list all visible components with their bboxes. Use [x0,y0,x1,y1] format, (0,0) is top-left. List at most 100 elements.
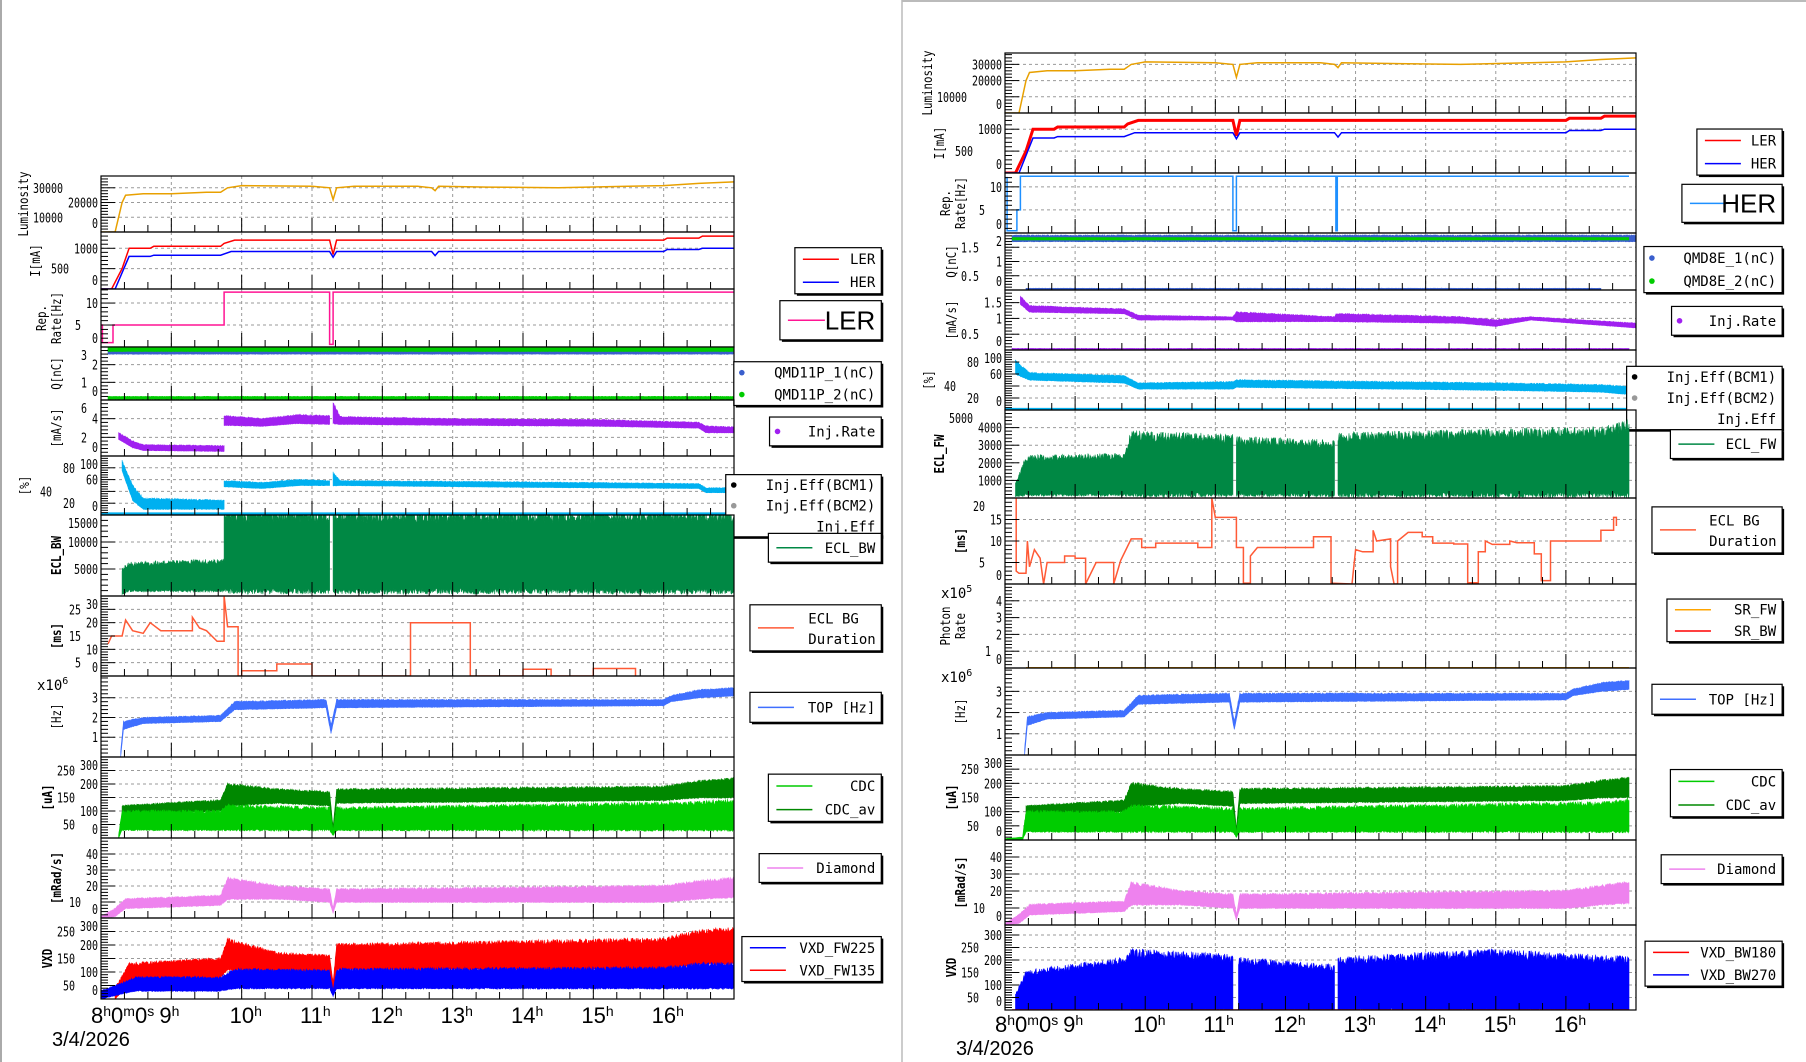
y-tick-label: 100 [984,979,1002,994]
series-band-vxd-bw270 [1015,947,1234,1010]
y-tick-label: 0 [92,661,98,676]
y-tick-label: 0 [996,335,1002,350]
legend-label: CDC [1751,774,1776,790]
y-tick-label: 0 [92,984,98,999]
y-axis-exponent: x106 [37,676,68,694]
y-tick-label: 50 [63,980,75,995]
y-tick-label: 0 [92,441,98,456]
y-tick-label: 150 [961,792,979,807]
y-tick-label: 500 [51,263,69,278]
series-band-qmd11p-2-nc- [107,395,734,400]
y-tick-label: 0 [92,274,98,289]
legend: VXD_BW180 VXD_BW270 [1644,940,1785,989]
y-tick-label: 20 [63,497,75,512]
y-tick-label: 250 [57,765,75,780]
time-tick-label: 12h [1273,1012,1305,1037]
legend-label: QMD11P_2(nC) [774,388,875,404]
y-tick-label: 80 [63,462,75,477]
y-tick-label: 4000 [978,422,1002,437]
exponent-value: 6 [62,676,68,687]
time-tick-label: 11h [300,1003,331,1028]
legend-label: Inj.Eff [816,519,875,535]
series-band-ecl-bw [121,558,225,596]
legend-dot-icon [1676,318,1683,324]
y-tick-label: 2000 [978,457,1002,472]
legend-label: ECL_BW [825,541,876,557]
y-tick-label: 3 [996,612,1002,627]
legend-label: QMD11P_1(nC) [774,366,875,382]
series-band-vxd-bw270 [1337,948,1630,1010]
legend-label: Inj.Eff(BCM1) [1667,370,1777,386]
legend-label: HER [1751,157,1777,173]
y-axis-label: ECL_FW [933,434,948,473]
y-tick-label: 5000 [74,563,98,578]
legend-label: TOP [Hz] [1709,692,1776,708]
y-axis-label: [mRad/s] [50,852,65,904]
y-tick-label: 1000 [978,474,1002,489]
y-tick-label: 2 [996,707,1002,722]
y-axis-label: VXD [945,958,960,978]
legend-label: Inj.Eff(BCM2) [1667,391,1777,407]
y-tick-label: 4 [92,413,98,428]
legend: HER [1681,183,1785,225]
legend-label: Inj.Rate [1709,314,1776,330]
y-tick-label: 200 [80,939,98,954]
legend-box [768,416,882,447]
y-axis-label: [Hz] [954,699,969,725]
y-tick-label: 100 [984,352,1002,367]
y-axis-label: [%] [18,476,33,496]
panel-5: 0 20 40 60 80 100 [%] [18,455,735,516]
legend: TOP [Hz] [1651,683,1785,717]
panel-4: 0 0.5 11.5 [mA/s] [945,289,1637,351]
legend-dot-icon [1631,374,1638,380]
series-band-inj-eff [121,459,225,511]
y-tick-label: 50 [63,819,75,834]
legend-dot-icon [730,482,737,488]
y-axis-label: Rate[Hz] [954,177,969,229]
series-band-vxd-bw270 [1238,957,1335,1010]
legend: ECL BG Duration [1651,506,1785,555]
panel-1: 0 500 1000 I[mA] [933,112,1637,174]
y-tick-label: 0 [996,275,1002,290]
panel-7: 05 10 15 20 [ms] [954,497,1637,585]
panel-11: 0 10 20 30 40 [mRad/s] [954,839,1637,926]
legend-box [741,935,882,983]
y-tick-label: 3000 [978,439,1002,454]
y-tick-label: 0 [996,158,1002,173]
y-tick-label: 5000 [949,412,973,427]
legend-label: VXD_BW270 [1700,968,1776,984]
y-axis-label: [Hz] [50,704,65,730]
legend-label: Inj.Eff(BCM2) [766,499,876,515]
series-line-ler [101,235,734,289]
panel-frame [100,175,735,233]
time-tick-label: 15h [581,1003,613,1028]
y-tick-label: 15 [990,514,1002,529]
legend-label: Inj.Rate [808,424,875,440]
y-tick-label: 6 [81,402,87,417]
series-band-inj-rate [1020,295,1636,329]
time-tick-label: 10h [1133,1012,1165,1037]
y-tick-label: 0 [996,995,1002,1010]
series-band-inj-rate [332,402,734,434]
legend: QMD11P_1(nC) QMD11P_2(nC) [733,361,884,408]
y-axis-label: Luminosity [921,50,936,115]
series-band-ecl-fw [1015,430,1234,498]
y-axis-label: [mRad/s] [954,857,969,909]
legend-label: ECL_FW [1726,437,1777,453]
panel-11: 0 50 100 150 200 250 300 VXD [41,917,735,1000]
y-tick-label: 3 [996,685,1002,700]
y-tick-label: 2 [92,711,98,726]
y-axis-label: Rep. [939,190,954,216]
panel-frame [1004,112,1637,174]
y-tick-label: 1 [985,645,991,660]
y-axis-label: Rate [954,613,969,639]
series-band-cdc-av [1025,776,1630,835]
legend: TOP [Hz] [749,691,884,725]
y-tick-label: 0 [996,653,1002,668]
y-tick-label: 30000 [33,182,63,197]
series-line-ler [1005,114,1636,173]
y-tick-label: 40 [990,851,1002,866]
legend-dot-icon [739,391,745,398]
